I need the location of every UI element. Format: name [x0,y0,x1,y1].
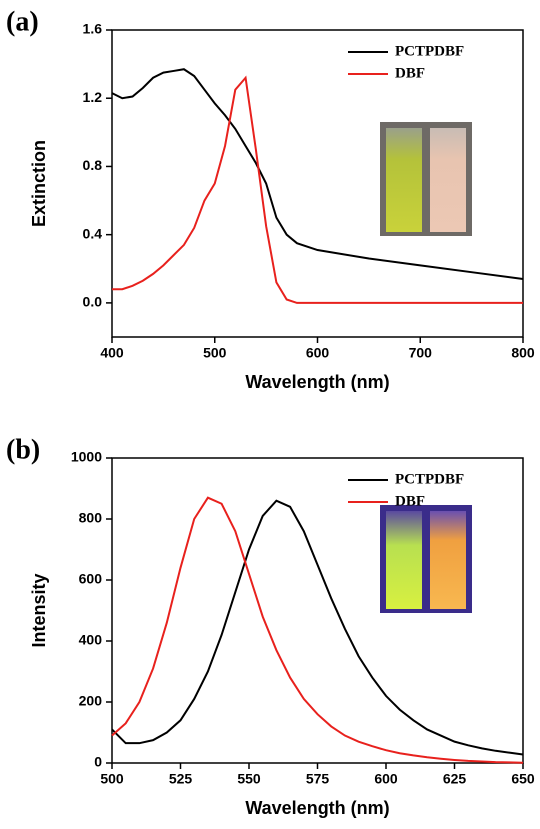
x-axis-title: Wavelength (nm) [245,372,389,392]
data-line [111,499,524,756]
data-line [111,496,524,764]
x-tick-label: 700 [409,345,433,361]
inset-photo-b [380,505,472,613]
x-tick-label: 550 [237,771,261,787]
x-tick-label: 500 [203,345,227,361]
y-tick-label: 0.4 [83,225,103,241]
legend-label: DBF [395,493,425,509]
y-tick-label: 800 [79,510,103,526]
data-line [112,75,523,304]
y-tick-label: 1.2 [83,89,103,105]
inset-photo-a [380,122,472,236]
x-tick-label: 800 [511,345,535,361]
x-tick-label: 625 [443,771,467,787]
legend-label: PCTPDBF [395,43,464,59]
x-axis-title: Wavelength (nm) [245,798,389,818]
y-axis-title: Intensity [29,573,49,647]
y-tick-label: 600 [79,571,103,587]
x-tick-label: 600 [374,771,398,787]
panel-label: (a) [6,6,39,37]
legend-label: PCTPDBF [395,471,464,487]
y-tick-label: 0.0 [83,294,103,310]
y-tick-label: 1.6 [83,21,103,37]
y-tick-label: 200 [79,693,103,709]
y-axis-title: Extinction [29,140,49,227]
x-tick-label: 650 [511,771,535,787]
y-tick-label: 0 [94,754,102,770]
x-tick-label: 400 [100,345,124,361]
legend-label: DBF [395,65,425,81]
y-tick-label: 1000 [71,449,102,465]
y-tick-label: 0.8 [83,157,103,173]
x-tick-label: 575 [306,771,330,787]
panel-label: (b) [6,434,40,465]
y-tick-label: 400 [79,632,103,648]
x-tick-label: 525 [169,771,193,787]
x-tick-label: 500 [100,771,124,787]
x-tick-label: 600 [306,345,330,361]
